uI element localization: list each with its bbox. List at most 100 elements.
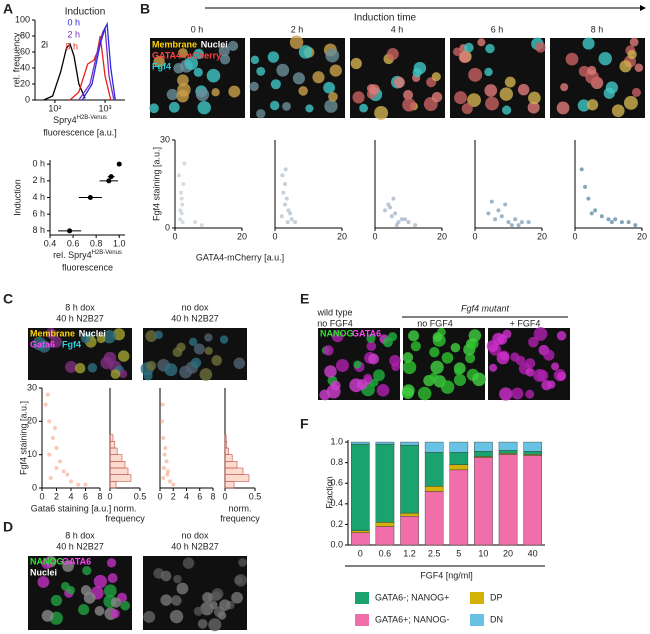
stain-label: Fgf4 bbox=[62, 339, 81, 349]
column-label: 40 h N2B27 bbox=[171, 541, 219, 551]
x-tick-label: 8 bbox=[210, 491, 215, 501]
cell bbox=[452, 47, 462, 57]
point bbox=[67, 228, 73, 234]
column-label: + FGF4 bbox=[510, 318, 541, 328]
x-axis-label: frequency bbox=[220, 513, 260, 523]
point bbox=[503, 202, 508, 207]
column-label: no FGF4 bbox=[417, 318, 453, 328]
x-label-sup: H2B-Venus bbox=[77, 115, 107, 121]
micrograph bbox=[143, 556, 247, 630]
point bbox=[161, 466, 166, 470]
histogram-line bbox=[43, 42, 86, 101]
cell bbox=[93, 574, 107, 588]
point bbox=[493, 217, 498, 222]
point bbox=[284, 196, 289, 201]
cell bbox=[219, 335, 229, 344]
cell bbox=[154, 330, 163, 340]
cell bbox=[233, 357, 246, 370]
legend-swatch bbox=[470, 592, 484, 604]
cell bbox=[179, 365, 193, 379]
point bbox=[406, 220, 411, 225]
cell bbox=[193, 606, 203, 616]
stain-label: NANOG bbox=[320, 328, 354, 338]
point bbox=[47, 419, 52, 424]
point bbox=[108, 174, 114, 180]
cell bbox=[250, 55, 260, 65]
cell bbox=[62, 560, 74, 572]
cell bbox=[202, 592, 213, 603]
point bbox=[519, 220, 524, 225]
cell bbox=[499, 387, 513, 401]
cell bbox=[37, 576, 50, 588]
cell bbox=[560, 83, 569, 92]
cell bbox=[556, 101, 570, 115]
y-tick-label: 1.0 bbox=[330, 436, 343, 446]
cell bbox=[289, 35, 304, 49]
cell bbox=[249, 81, 259, 92]
x-tick-label: 0 bbox=[172, 231, 177, 241]
cell bbox=[267, 51, 280, 63]
cell bbox=[211, 88, 220, 97]
y-tick-label: 30 bbox=[27, 382, 37, 392]
cell bbox=[370, 378, 379, 387]
histogram-bar bbox=[109, 434, 114, 442]
bar-segment bbox=[523, 455, 542, 546]
cell bbox=[535, 42, 546, 53]
cell bbox=[217, 611, 227, 620]
x-tick-label: 0.5 bbox=[249, 491, 262, 501]
point bbox=[76, 482, 81, 487]
x-tick-label: 20 bbox=[637, 231, 647, 241]
y-tick-label: 8 h bbox=[32, 225, 45, 235]
cell bbox=[464, 42, 474, 53]
point bbox=[293, 220, 298, 225]
cell bbox=[611, 104, 625, 118]
column-label: 40 h N2B27 bbox=[56, 313, 104, 323]
point bbox=[50, 436, 55, 440]
cell bbox=[106, 558, 117, 568]
y-tick-label: 30 bbox=[160, 134, 170, 144]
cell bbox=[176, 582, 189, 595]
point bbox=[116, 161, 122, 167]
cell bbox=[117, 350, 130, 362]
x-tick-label: 0.8 bbox=[90, 238, 103, 248]
cell bbox=[391, 362, 401, 372]
panel-label: F bbox=[300, 416, 309, 432]
cell bbox=[489, 363, 498, 372]
histogram-bar bbox=[224, 474, 250, 482]
cell bbox=[325, 48, 340, 63]
histogram-bar bbox=[109, 454, 123, 462]
cell bbox=[502, 329, 512, 339]
cell bbox=[208, 618, 222, 632]
point bbox=[506, 220, 511, 225]
cell bbox=[430, 360, 444, 374]
time-label: 4 h bbox=[391, 24, 404, 34]
y-axis-label: Fraction bbox=[324, 476, 334, 509]
point bbox=[499, 214, 504, 219]
point bbox=[279, 214, 284, 219]
x-axis-label: FGF4 [ng/ml] bbox=[420, 570, 473, 580]
cell bbox=[209, 600, 218, 610]
point bbox=[396, 220, 401, 225]
cell bbox=[634, 63, 644, 72]
cell bbox=[368, 353, 379, 365]
y-tick-label: 0.4 bbox=[330, 498, 343, 508]
cell bbox=[413, 61, 427, 75]
cell bbox=[110, 609, 120, 619]
stain-label: GATA4-mCherry bbox=[152, 50, 221, 60]
bar-segment bbox=[375, 522, 395, 527]
cell bbox=[197, 618, 208, 629]
x-axis-label: rel. Spry4H2B-Venus bbox=[53, 250, 122, 261]
histogram-bar bbox=[224, 481, 235, 489]
cell bbox=[206, 68, 221, 83]
cell bbox=[32, 336, 47, 351]
point bbox=[193, 220, 198, 225]
legend-label: DP bbox=[490, 592, 503, 602]
x-label-sup: H2B-Venus bbox=[92, 250, 122, 256]
cell bbox=[492, 332, 505, 346]
stain-label: Nuclei bbox=[201, 39, 228, 49]
point bbox=[613, 217, 618, 222]
cell bbox=[41, 558, 53, 569]
histogram-bar bbox=[109, 447, 118, 455]
x-tick-label: 10² bbox=[48, 103, 61, 113]
point bbox=[162, 452, 167, 457]
